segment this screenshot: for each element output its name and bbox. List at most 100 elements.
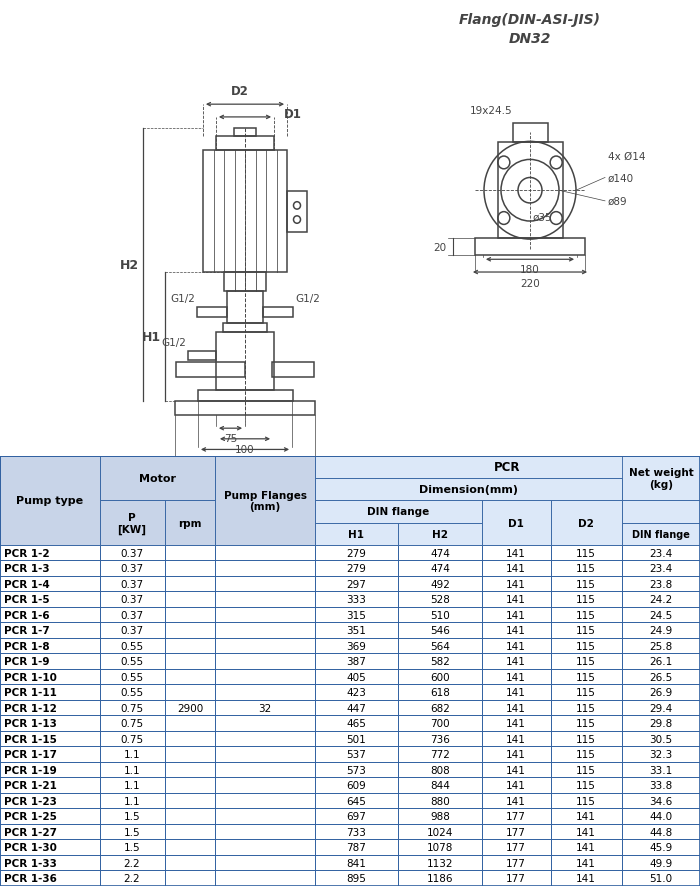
Bar bbox=[165, 523, 215, 545]
Bar bbox=[398, 855, 482, 871]
Bar bbox=[398, 793, 482, 809]
Bar bbox=[315, 501, 398, 523]
Bar bbox=[622, 793, 700, 809]
Text: 387: 387 bbox=[346, 657, 366, 666]
Bar bbox=[0, 545, 100, 561]
Bar bbox=[165, 545, 215, 561]
Text: 32.3: 32.3 bbox=[650, 750, 673, 759]
Bar bbox=[165, 501, 215, 523]
Bar bbox=[315, 638, 398, 654]
Bar bbox=[315, 731, 398, 747]
Text: 618: 618 bbox=[430, 688, 450, 697]
Text: 333: 333 bbox=[346, 595, 366, 604]
Bar bbox=[215, 456, 315, 478]
Text: 573: 573 bbox=[346, 765, 366, 775]
Text: G1/2: G1/2 bbox=[161, 338, 186, 348]
Bar bbox=[315, 840, 398, 855]
Bar bbox=[315, 669, 398, 685]
Bar bbox=[551, 607, 622, 623]
Text: 1132: 1132 bbox=[427, 858, 454, 867]
Text: 682: 682 bbox=[430, 703, 450, 713]
Bar bbox=[622, 523, 700, 545]
Bar bbox=[165, 576, 215, 592]
Text: 24.9: 24.9 bbox=[650, 626, 673, 635]
Text: 988: 988 bbox=[430, 812, 450, 821]
Bar bbox=[482, 478, 551, 501]
Text: 141: 141 bbox=[576, 843, 596, 852]
Text: 115: 115 bbox=[576, 672, 596, 682]
Bar bbox=[398, 654, 482, 669]
Bar bbox=[216, 137, 274, 151]
Text: PCR 1-23: PCR 1-23 bbox=[4, 796, 57, 805]
Bar bbox=[622, 592, 700, 607]
Bar bbox=[482, 501, 551, 523]
Bar bbox=[165, 623, 215, 638]
Bar bbox=[215, 685, 315, 700]
Text: H2: H2 bbox=[432, 529, 448, 539]
Text: 115: 115 bbox=[576, 579, 596, 589]
Bar bbox=[223, 323, 267, 332]
Bar bbox=[482, 685, 551, 700]
Text: 141: 141 bbox=[506, 657, 526, 666]
Bar bbox=[165, 592, 215, 607]
Bar bbox=[315, 855, 398, 871]
Text: 510: 510 bbox=[430, 610, 450, 620]
Text: 141: 141 bbox=[506, 703, 526, 713]
Bar bbox=[0, 592, 100, 607]
Text: H1: H1 bbox=[142, 330, 161, 344]
Bar bbox=[622, 685, 700, 700]
Bar bbox=[165, 747, 215, 762]
Bar bbox=[215, 793, 315, 809]
Text: D2: D2 bbox=[231, 85, 249, 97]
Bar bbox=[100, 456, 215, 501]
Bar bbox=[398, 638, 482, 654]
Text: PCR 1-27: PCR 1-27 bbox=[4, 827, 57, 836]
Bar bbox=[215, 478, 315, 501]
Bar bbox=[482, 456, 551, 478]
Bar bbox=[315, 478, 398, 501]
Bar bbox=[315, 871, 398, 886]
Text: 177: 177 bbox=[506, 874, 526, 883]
Bar bbox=[165, 669, 215, 685]
Text: 787: 787 bbox=[346, 843, 366, 852]
Text: 0.55: 0.55 bbox=[120, 641, 144, 651]
Bar bbox=[0, 456, 100, 478]
Bar bbox=[100, 685, 165, 700]
Bar bbox=[100, 793, 165, 809]
Text: D1: D1 bbox=[284, 108, 302, 121]
Text: Motor: Motor bbox=[139, 473, 176, 484]
Text: 141: 141 bbox=[506, 626, 526, 635]
Text: 880: 880 bbox=[430, 796, 450, 805]
Text: 177: 177 bbox=[506, 843, 526, 852]
Text: 474: 474 bbox=[430, 563, 450, 573]
Text: 177: 177 bbox=[506, 858, 526, 867]
Bar bbox=[0, 576, 100, 592]
Bar bbox=[398, 700, 482, 716]
Bar bbox=[203, 151, 287, 273]
Bar bbox=[165, 638, 215, 654]
Text: 29.8: 29.8 bbox=[650, 719, 673, 728]
Text: 34.6: 34.6 bbox=[650, 796, 673, 805]
Bar bbox=[315, 501, 482, 523]
Bar bbox=[551, 793, 622, 809]
Text: 115: 115 bbox=[576, 595, 596, 604]
Bar bbox=[315, 523, 398, 545]
Text: ø140: ø140 bbox=[608, 174, 634, 183]
Bar bbox=[272, 363, 314, 377]
Text: 45.9: 45.9 bbox=[650, 843, 673, 852]
Text: 405: 405 bbox=[346, 672, 366, 682]
Text: 0.37: 0.37 bbox=[120, 595, 144, 604]
Bar bbox=[287, 192, 307, 232]
Text: 19x24.5: 19x24.5 bbox=[470, 105, 512, 116]
Text: 895: 895 bbox=[346, 874, 366, 883]
Text: Pump type: Pump type bbox=[16, 496, 83, 506]
Text: 4x Ø14: 4x Ø14 bbox=[608, 152, 645, 162]
Bar bbox=[215, 576, 315, 592]
Text: PCR 1-21: PCR 1-21 bbox=[4, 781, 57, 790]
Bar bbox=[622, 871, 700, 886]
Bar bbox=[551, 669, 622, 685]
Text: 609: 609 bbox=[346, 781, 366, 790]
Text: 697: 697 bbox=[346, 812, 366, 821]
Text: 141: 141 bbox=[506, 719, 526, 728]
Bar bbox=[165, 501, 215, 545]
